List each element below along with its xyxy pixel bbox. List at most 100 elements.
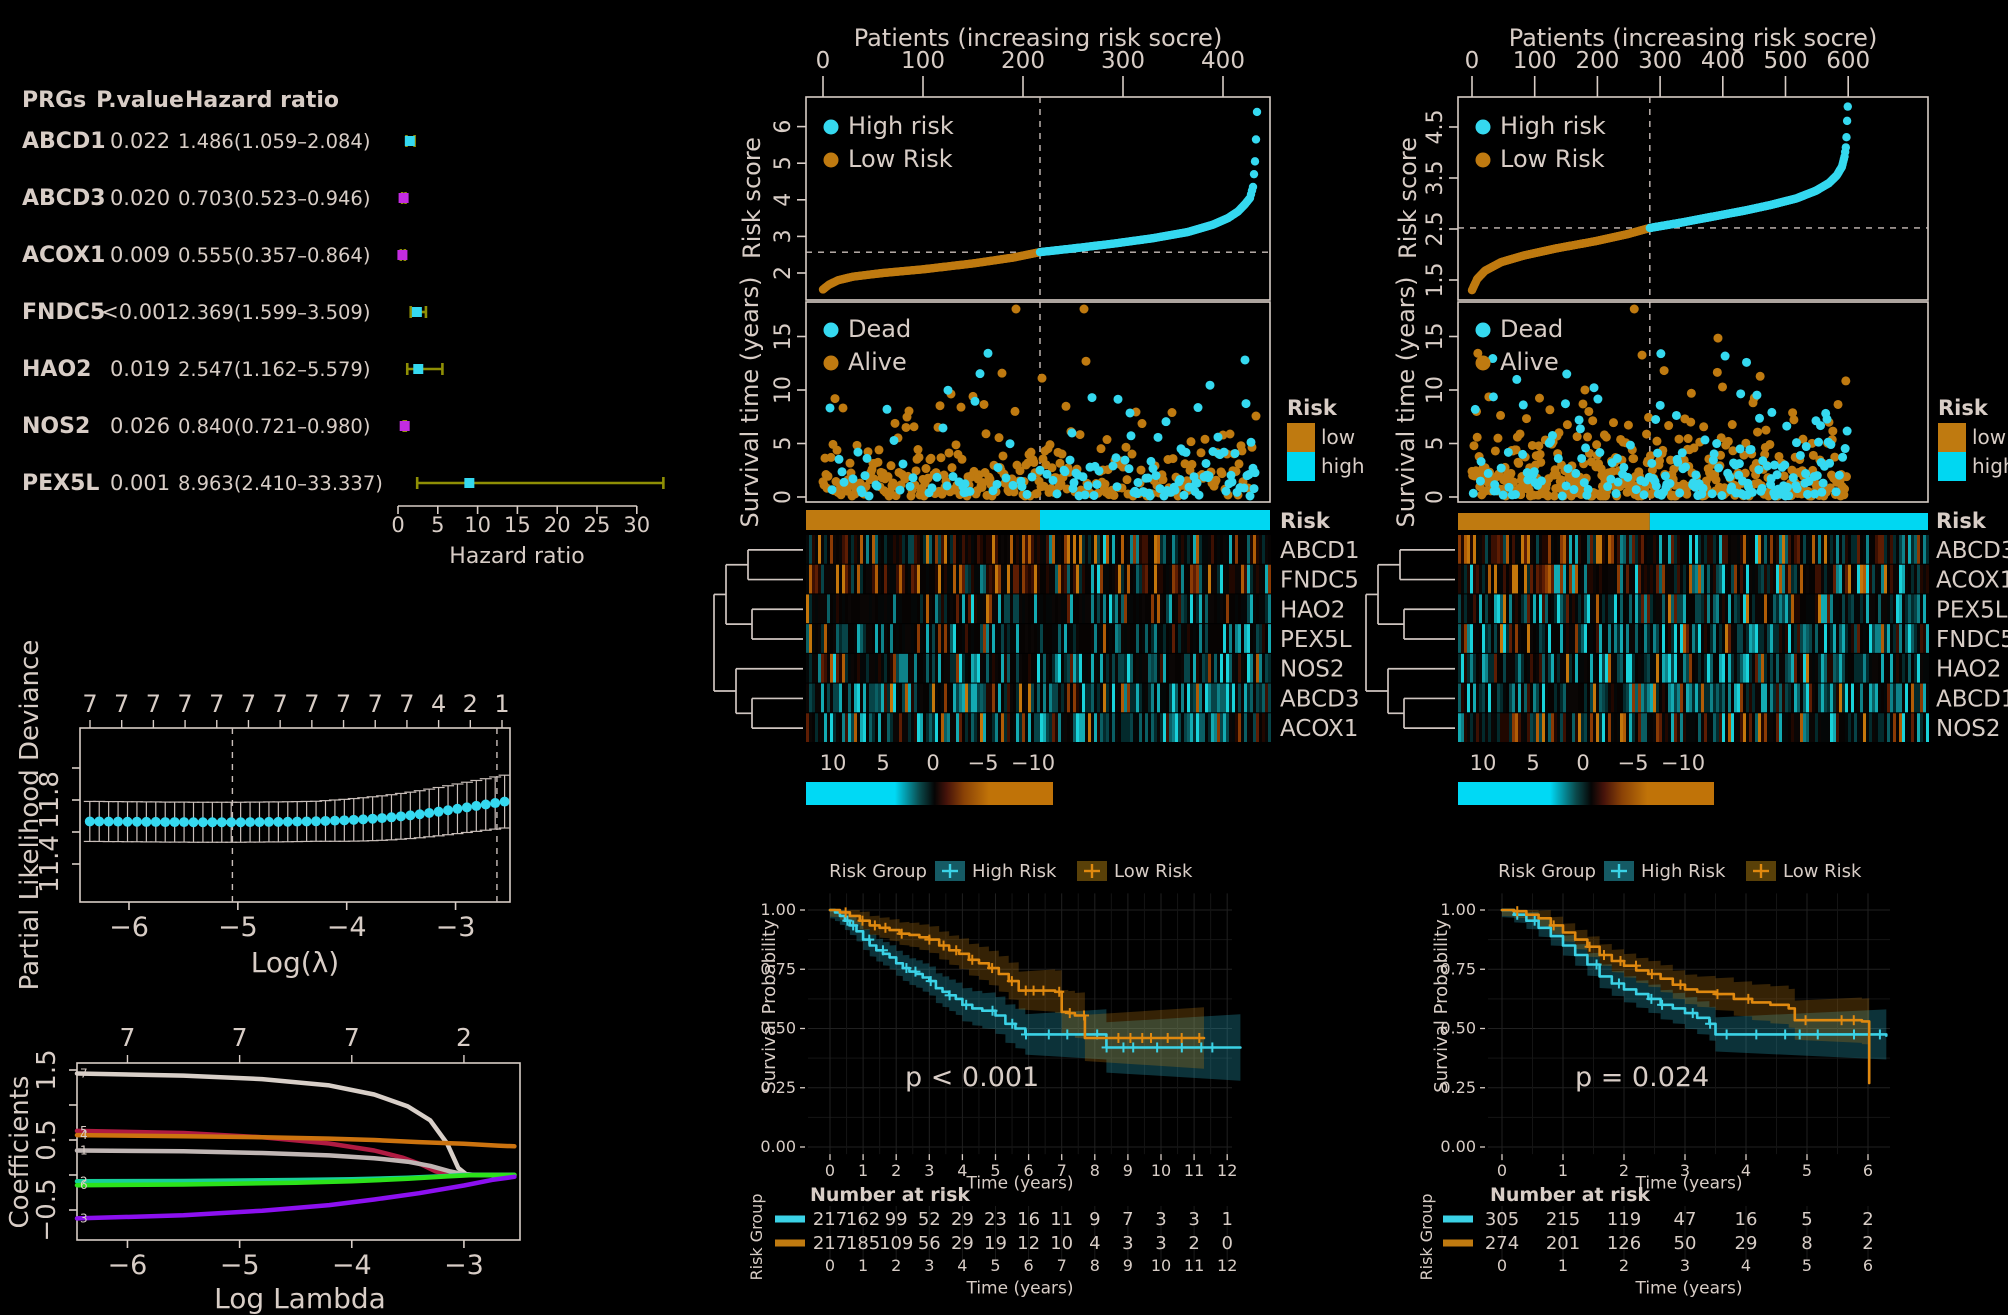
risk-legend-low: low — [1321, 425, 1355, 449]
top-count: 1 — [494, 690, 509, 718]
y-tick: −0.5 — [32, 1178, 62, 1241]
scale-tick: 5 — [1526, 751, 1539, 775]
km-xtick: 5 — [990, 1161, 1000, 1180]
coefficients-xlabel: Log Lambda — [214, 1282, 386, 1315]
nar-time-tick: 2 — [891, 1256, 901, 1275]
surv-ytick: 5 — [771, 437, 796, 451]
forest-row: NOS2 0.026 0.840(0.721–0.980) — [22, 414, 410, 439]
patients-tick: 600 — [1826, 48, 1870, 74]
survival-scatter-box — [1457, 301, 1929, 503]
nar-high-value: 23 — [984, 1209, 1007, 1230]
x-tick: −6 — [108, 1250, 148, 1281]
surv-ytick: 5 — [1423, 437, 1448, 451]
valid-nar-title: Number at risk — [1490, 1184, 1651, 1206]
axis-tick: 30 — [623, 513, 650, 537]
nar-high-value: 47 — [1674, 1209, 1697, 1230]
x-tick: −4 — [332, 1250, 372, 1281]
nar-low-value: 126 — [1607, 1233, 1641, 1254]
expression-heatmap — [1458, 535, 1929, 742]
legend-low-risk: Low Risk — [848, 145, 953, 173]
forest-header-pvalue: P.value — [96, 88, 184, 113]
valid-riskscore-ylabel: Risk score — [1394, 137, 1422, 259]
nar-low-value: 19 — [984, 1233, 1007, 1254]
nar-low-value: 4 — [1089, 1233, 1100, 1254]
top-count: 7 — [177, 690, 192, 718]
scale-tick: −5 — [968, 751, 999, 775]
train-survtime-ylabel: Survival time (years) — [736, 276, 764, 528]
nar-high-value: 7 — [1122, 1209, 1133, 1230]
color-scale-bar — [806, 782, 1053, 805]
km-ytick: 0.50 — [1440, 1019, 1476, 1038]
legend-alive: Alive — [1500, 348, 1559, 376]
nar-time-tick: 1 — [858, 1256, 868, 1275]
patients-tick: 300 — [1638, 48, 1682, 74]
x-tick: −3 — [436, 912, 476, 943]
forest-row: FNDC5<0.001 2.369(1.599–3.509) — [22, 300, 428, 325]
nar-time-tick: 3 — [924, 1256, 934, 1275]
nar-low-value: 56 — [918, 1233, 941, 1254]
hr-point — [464, 478, 475, 488]
nar-low-value: 185 — [846, 1233, 880, 1254]
risk-legend-low: low — [1972, 425, 2006, 449]
axis-tick: 20 — [544, 513, 571, 537]
nar-high-value: 1 — [1221, 1209, 1232, 1230]
surv-ytick: 10 — [771, 376, 796, 404]
km-xtick: 2 — [891, 1161, 901, 1180]
train-title: Patients (increasing risk socre) — [853, 24, 1223, 52]
coef-tag: 7 — [80, 1067, 88, 1081]
p-value: 0.009 — [110, 243, 170, 267]
heatmap-gene-label: ABCD1 — [1280, 538, 1360, 564]
forest-row: ACOX1 0.009 0.555(0.357–0.864) — [22, 243, 408, 268]
patients-tick: 500 — [1764, 48, 1808, 74]
hr-ci: 0.555(0.357–0.864) — [178, 244, 370, 267]
scale-tick: 0 — [1576, 751, 1589, 775]
km-legend-low: Low Risk — [1114, 861, 1193, 882]
patients-tick: 200 — [1575, 48, 1619, 74]
km-xtick: 6 — [1863, 1161, 1873, 1180]
km-xtick: 4 — [957, 1161, 967, 1180]
valid-title: Patients (increasing risk socre) — [1508, 24, 1878, 52]
forest-row: PEX5L 0.001 8.963(2.410–33.337) — [22, 471, 665, 496]
nar-high-value: 119 — [1607, 1209, 1641, 1230]
km-xtick: 5 — [1802, 1161, 1812, 1180]
top-count: 7 — [114, 690, 129, 718]
nar-low-value: 8 — [1801, 1233, 1812, 1254]
nar-high-value: 3 — [1188, 1209, 1199, 1230]
gene-name: FNDC5 — [22, 300, 105, 325]
heatmap-gene-label: FNDC5 — [1936, 627, 2008, 653]
nar-high-value: 52 — [918, 1209, 941, 1230]
nar-high-value: 3 — [1155, 1209, 1166, 1230]
patients-tick: 200 — [1001, 48, 1045, 74]
nar-high-value: 16 — [1017, 1209, 1040, 1230]
top-count: 7 — [336, 690, 351, 718]
forest-plot: PRGs P.value Hazard ratio ABCD1 0.022 1.486(1… — [22, 88, 665, 537]
nar-low-value: 29 — [951, 1233, 974, 1254]
patients-tick: 400 — [1701, 48, 1745, 74]
risk-bar-low — [806, 510, 1040, 530]
km-legend-high: High Risk — [972, 861, 1057, 882]
nar-high-value: 99 — [885, 1209, 908, 1230]
surv-ytick: 10 — [1423, 376, 1448, 404]
hr-point — [399, 421, 410, 431]
nar-time-tick: 0 — [825, 1256, 835, 1275]
top-count: 7 — [82, 690, 97, 718]
top-count: 7 — [209, 690, 224, 718]
patients-tick: 0 — [1465, 48, 1480, 74]
top-count: 7 — [146, 690, 161, 718]
hr-ci: 0.703(0.523–0.946) — [178, 187, 370, 210]
valid-survtime-ylabel: Survival time (years) — [1392, 276, 1420, 528]
valid-km-xlabel: Time (years) — [1635, 1173, 1743, 1194]
train-km-ylabel: Survival Probability — [759, 919, 780, 1093]
x-tick: −4 — [327, 912, 367, 943]
km-ytick: 0.25 — [760, 1078, 796, 1097]
x-tick: −3 — [444, 1250, 484, 1281]
coef-tag: 1 — [80, 1144, 88, 1158]
heatmap-gene-label: HAO2 — [1936, 657, 2001, 683]
nar-low-value: 2 — [1188, 1233, 1199, 1254]
hr-point — [413, 364, 424, 374]
hr-point — [404, 136, 415, 146]
scale-tick: 5 — [876, 751, 889, 775]
